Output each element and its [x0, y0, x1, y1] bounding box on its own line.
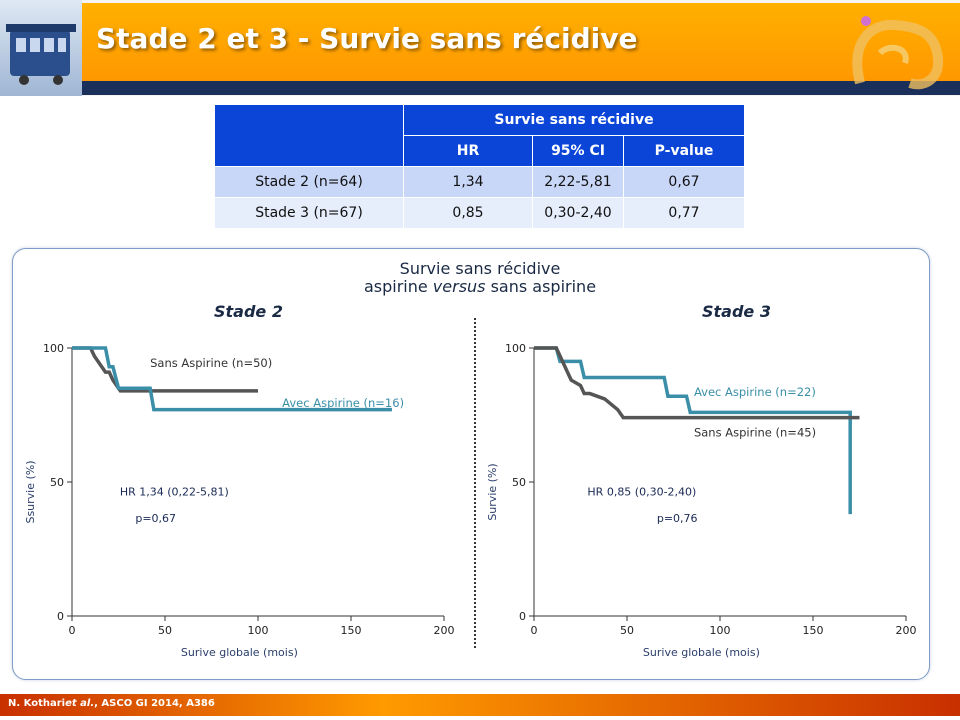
table-group-header: Survie sans récidive	[403, 104, 745, 136]
series-line-1	[72, 346, 392, 412]
title-band-shadow	[82, 81, 960, 95]
cell-pvalue: 0,67	[623, 166, 745, 198]
table-row: Stade 2 (n=64) 1,34 2,22-5,81 0,67	[214, 166, 745, 198]
panel-title-line2: aspirine versus sans aspirine	[363, 277, 597, 296]
series-label: Avec Aspirine (n=16)	[282, 396, 404, 410]
annotation: HR 1,34 (0,22-5,81)	[120, 485, 229, 498]
y-tick-label: 50	[512, 476, 526, 489]
slide-header: Stade 2 et 3 - Survie sans récidive	[0, 0, 960, 96]
x-tick-label: 0	[531, 624, 538, 637]
cell-ci: 2,22-5,81	[532, 166, 624, 198]
y-axis-label: Ssurvie (%)	[24, 460, 37, 523]
page-title: Stade 2 et 3 - Survie sans récidive	[96, 22, 638, 55]
x-axis-label: Surive globale (mois)	[643, 646, 760, 659]
x-axis-label: Surive globale (mois)	[181, 646, 298, 659]
panel-title-line1: Survie sans récidive	[399, 259, 561, 278]
col-header-pvalue: P-value	[623, 135, 745, 167]
cell-hr: 1,34	[403, 166, 533, 198]
x-tick-label: 0	[69, 624, 76, 637]
x-tick-label: 100	[710, 624, 731, 637]
x-tick-label: 50	[158, 624, 172, 637]
x-tick-label: 150	[803, 624, 824, 637]
panel-title: Survie sans récidive aspirine versus san…	[0, 260, 960, 296]
y-tick-label: 0	[57, 610, 64, 623]
col-header-hr: HR	[403, 135, 533, 167]
table-corner	[214, 104, 404, 167]
footer-bar: N. Kothariet al., ASCO GI 2014, A386	[0, 694, 960, 716]
y-tick-label: 100	[43, 342, 64, 355]
results-table: Survie sans récidive HR 95% CI P-value S…	[214, 104, 745, 229]
annotation: p=0,76	[657, 512, 698, 525]
series-line-0	[534, 346, 852, 515]
y-axis-label: Survie (%)	[486, 463, 499, 520]
cell-hr: 0,85	[403, 197, 533, 229]
x-tick-label: 200	[434, 624, 455, 637]
annotation: p=0,67	[135, 512, 176, 525]
annotation: HR 0,85 (0,30-2,40)	[587, 485, 696, 498]
y-tick-label: 0	[519, 610, 526, 623]
charts-divider	[474, 318, 476, 648]
y-tick-label: 50	[50, 476, 64, 489]
row-label: Stade 3 (n=67)	[214, 197, 404, 229]
x-tick-label: 100	[248, 624, 269, 637]
x-tick-label: 200	[896, 624, 917, 637]
citation: N. Kothariet al., ASCO GI 2014, A386	[8, 698, 215, 709]
series-label: Avec Aspirine (n=22)	[694, 385, 816, 399]
chart-title-stade-3: Stade 3	[702, 302, 771, 321]
chart-stade-2: 0 50 100 150 200 0 50 100 Surive globale (mois) S…	[24, 342, 455, 659]
x-tick-label: 50	[620, 624, 634, 637]
chart-title-stade-2: Stade 2	[214, 302, 283, 321]
cell-ci: 0,30-2,40	[532, 197, 624, 229]
series-label: Sans Aspirine (n=45)	[694, 425, 816, 439]
cable-car-logo	[0, 0, 82, 96]
row-label: Stade 2 (n=64)	[214, 166, 404, 198]
table-row: Stade 3 (n=67) 0,85 0,30-2,40 0,77	[214, 197, 745, 229]
y-tick-label: 100	[505, 342, 526, 355]
cell-pvalue: 0,77	[623, 197, 745, 229]
charts-panel	[12, 248, 930, 680]
x-tick-label: 150	[341, 624, 362, 637]
title-band	[82, 3, 960, 81]
colon-illustration	[840, 3, 960, 95]
series-label: Sans Aspirine (n=50)	[150, 356, 272, 370]
series-line-1	[534, 346, 860, 420]
col-header-ci: 95% CI	[532, 135, 624, 167]
chart-stade-3: 0 50 100 150 200 0 50 100 Surive globale (mois) S…	[486, 342, 917, 659]
